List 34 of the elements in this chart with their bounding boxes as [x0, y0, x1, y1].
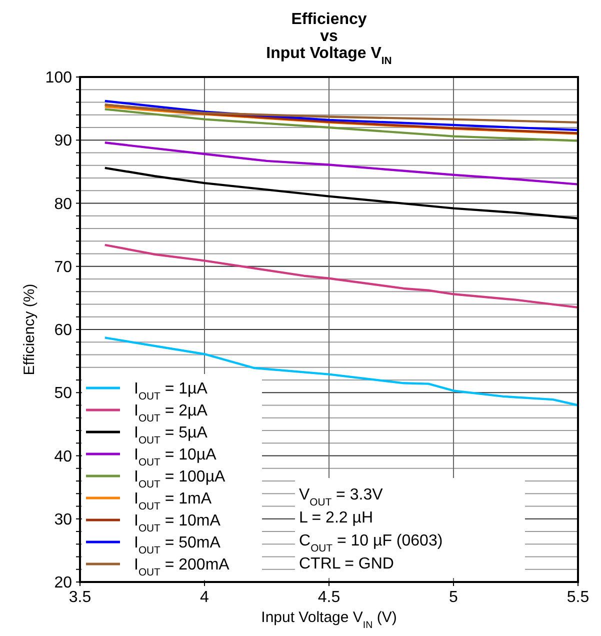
x-tick-label: 4.5 [318, 589, 340, 606]
x-tick-label: 5 [449, 589, 458, 606]
y-tick-label: 100 [45, 70, 72, 87]
legend-label: I$_{OUT}$ = 2µA [134, 402, 208, 424]
x-tick-label: 3.5 [68, 589, 92, 606]
legend-label: I$_{OUT}$ = 200mA [134, 556, 230, 578]
y-tick-label: 90 [54, 132, 72, 150]
x-axis-title: Input Voltage V$_{IN}$ (V) [261, 609, 397, 630]
annotation: C$_{OUT}$ = 10 µF (0603) [299, 532, 443, 554]
x-tick-label: 4 [200, 589, 210, 606]
chart-title: Efficiency vs Input Voltage V$_{IN}$ [266, 11, 392, 66]
y-tick-label: 30 [54, 511, 72, 528]
y-axis-title: Efficiency (%) [21, 284, 38, 376]
y-tick-label: 50 [54, 385, 72, 402]
x-tick-label: 5.5 [566, 589, 590, 606]
y-tick-label: 20 [54, 574, 72, 592]
line-series [104, 244, 580, 309]
legend-label: I$_{OUT}$ = 1µA [134, 380, 208, 402]
legend-label: I$_{OUT}$ = 10µA [134, 446, 217, 468]
legend-label: I$_{OUT}$ = 50mA [134, 534, 221, 556]
y-tick-label: 80 [54, 196, 72, 213]
legend-label: I$_{OUT}$ = 10mA [134, 512, 221, 534]
line-series [104, 142, 580, 186]
legend-label: I$_{OUT}$ = 5µA [134, 424, 208, 446]
y-tick-label: 70 [54, 258, 72, 276]
legend-label: I$_{OUT}$ = 100µA [134, 468, 226, 490]
legend-label: I$_{OUT}$ = 1mA [134, 490, 212, 512]
y-tick-label: 60 [54, 322, 72, 340]
line-series [104, 108, 580, 142]
annotation: L = 2.2 µH [299, 510, 373, 527]
annotation: CTRL = GND [299, 556, 394, 573]
line-series [104, 104, 580, 124]
y-tick-label: 40 [54, 448, 72, 466]
annotation: V$_{OUT}$ = 3.3V [299, 486, 384, 508]
